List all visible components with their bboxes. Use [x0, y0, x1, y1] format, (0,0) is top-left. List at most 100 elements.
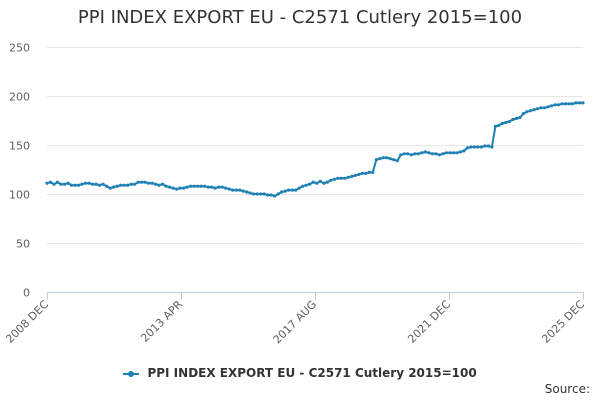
- data-point[interactable]: [322, 181, 326, 185]
- data-point[interactable]: [507, 119, 511, 124]
- data-point[interactable]: [129, 182, 133, 186]
- data-point[interactable]: [511, 117, 515, 122]
- data-point[interactable]: [549, 104, 554, 108]
- data-point[interactable]: [290, 188, 294, 192]
- data-point[interactable]: [563, 102, 568, 106]
- data-point[interactable]: [329, 178, 333, 182]
- data-point[interactable]: [154, 182, 158, 186]
- data-point[interactable]: [161, 182, 165, 186]
- data-point[interactable]: [399, 153, 403, 157]
- data-point[interactable]: [437, 153, 441, 157]
- data-point[interactable]: [273, 194, 277, 198]
- data-point[interactable]: [69, 183, 74, 187]
- data-point[interactable]: [252, 192, 256, 196]
- data-point[interactable]: [420, 151, 424, 155]
- data-point[interactable]: [150, 181, 154, 185]
- data-point[interactable]: [168, 185, 172, 189]
- data-point[interactable]: [528, 109, 533, 113]
- data-point[interactable]: [556, 103, 561, 107]
- data-point[interactable]: [353, 173, 357, 177]
- data-point[interactable]: [76, 183, 81, 187]
- data-point[interactable]: [90, 182, 95, 186]
- data-point[interactable]: [220, 185, 224, 189]
- data-point[interactable]: [483, 144, 487, 148]
- data-point[interactable]: [248, 191, 252, 195]
- data-point[interactable]: [94, 182, 98, 186]
- data-point[interactable]: [525, 110, 529, 114]
- data-point[interactable]: [504, 120, 508, 125]
- data-point[interactable]: [83, 181, 88, 185]
- data-point[interactable]: [367, 170, 371, 174]
- data-point[interactable]: [343, 176, 347, 180]
- data-point[interactable]: [409, 153, 413, 157]
- data-point[interactable]: [493, 124, 497, 128]
- data-point[interactable]: [451, 151, 455, 155]
- data-point[interactable]: [203, 184, 207, 188]
- data-point[interactable]: [262, 192, 266, 196]
- data-point[interactable]: [66, 181, 70, 185]
- data-point[interactable]: [97, 183, 102, 187]
- data-point[interactable]: [374, 158, 378, 162]
- data-point[interactable]: [157, 183, 161, 187]
- data-point[interactable]: [164, 184, 168, 188]
- data-point[interactable]: [133, 182, 137, 186]
- data-point[interactable]: [462, 149, 466, 153]
- data-point[interactable]: [245, 190, 249, 194]
- data-point[interactable]: [308, 182, 312, 186]
- data-point[interactable]: [535, 107, 540, 111]
- data-point[interactable]: [301, 184, 305, 188]
- data-point[interactable]: [115, 184, 119, 188]
- data-point[interactable]: [539, 106, 543, 110]
- data-point[interactable]: [238, 188, 242, 192]
- data-point[interactable]: [185, 185, 189, 189]
- data-point[interactable]: [423, 150, 427, 154]
- data-point[interactable]: [48, 180, 53, 184]
- data-point[interactable]: [136, 180, 140, 184]
- data-point[interactable]: [112, 185, 116, 189]
- data-point[interactable]: [126, 183, 130, 187]
- data-point[interactable]: [287, 188, 291, 192]
- data-point[interactable]: [532, 108, 536, 112]
- data-point[interactable]: [441, 152, 445, 156]
- data-point[interactable]: [210, 185, 214, 189]
- data-point[interactable]: [224, 186, 228, 190]
- data-point[interactable]: [147, 181, 151, 185]
- data-point[interactable]: [413, 152, 417, 156]
- data-point[interactable]: [427, 151, 431, 155]
- data-point[interactable]: [199, 184, 203, 188]
- data-point[interactable]: [283, 189, 287, 193]
- data-point[interactable]: [581, 101, 585, 105]
- data-point[interactable]: [217, 185, 221, 189]
- data-point[interactable]: [574, 101, 578, 105]
- data-point[interactable]: [378, 157, 382, 161]
- data-point[interactable]: [546, 105, 550, 109]
- data-point[interactable]: [73, 183, 77, 187]
- data-point[interactable]: [140, 180, 144, 184]
- data-point[interactable]: [45, 181, 49, 185]
- data-point[interactable]: [304, 183, 308, 187]
- data-point[interactable]: [486, 144, 490, 148]
- data-point[interactable]: [297, 186, 301, 190]
- data-point[interactable]: [518, 116, 522, 120]
- data-point[interactable]: [206, 185, 210, 189]
- data-point[interactable]: [434, 152, 438, 156]
- data-point[interactable]: [143, 180, 147, 184]
- data-point[interactable]: [234, 188, 238, 192]
- data-point[interactable]: [80, 182, 84, 186]
- data-point[interactable]: [381, 156, 385, 160]
- data-point[interactable]: [87, 181, 91, 185]
- data-point[interactable]: [192, 184, 196, 188]
- data-point[interactable]: [360, 171, 364, 175]
- data-point[interactable]: [577, 101, 582, 105]
- data-point[interactable]: [444, 151, 448, 155]
- data-point[interactable]: [325, 180, 329, 184]
- data-point[interactable]: [276, 192, 280, 196]
- data-point[interactable]: [406, 152, 410, 156]
- data-point[interactable]: [259, 192, 263, 196]
- data-point[interactable]: [241, 189, 245, 193]
- data-point[interactable]: [196, 184, 200, 188]
- data-point[interactable]: [255, 192, 259, 196]
- data-point[interactable]: [189, 184, 193, 188]
- data-point[interactable]: [514, 116, 519, 121]
- data-point[interactable]: [392, 158, 396, 162]
